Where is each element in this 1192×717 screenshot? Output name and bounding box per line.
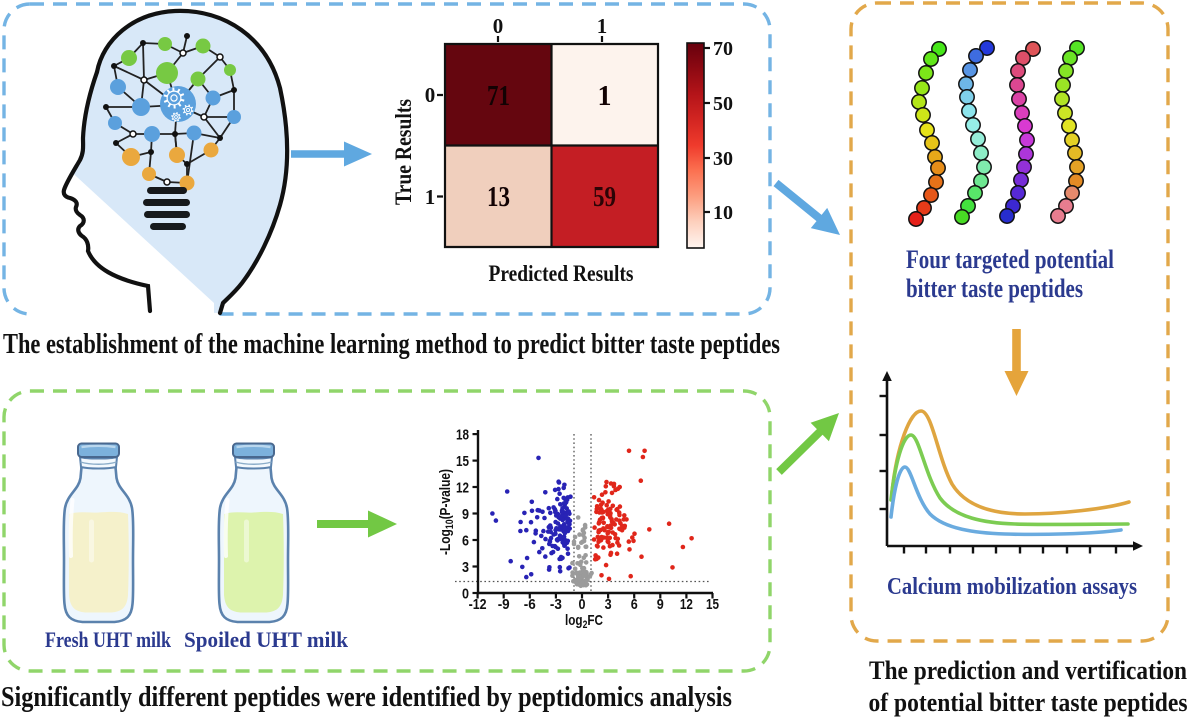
svg-text:15: 15 <box>456 453 469 470</box>
svg-text:12: 12 <box>680 596 693 613</box>
svg-text:The prediction and vertificati: The prediction and vertification <box>869 656 1187 685</box>
svg-text:10: 10 <box>713 202 733 224</box>
svg-text:Four targeted potential: Four targeted potential <box>906 245 1114 274</box>
svg-text:1: 1 <box>598 81 612 112</box>
svg-text:True Results: True Results <box>391 99 416 205</box>
svg-text:15: 15 <box>706 596 719 613</box>
svg-text:9: 9 <box>462 506 469 523</box>
svg-text:log2FC: log2FC <box>565 612 603 631</box>
svg-text:bitter taste peptides: bitter taste peptides <box>906 274 1083 303</box>
svg-text:Calcium mobilization assays: Calcium mobilization assays <box>887 574 1137 600</box>
svg-text:3: 3 <box>605 596 612 613</box>
svg-text:6: 6 <box>631 596 638 613</box>
svg-text:71: 71 <box>487 81 510 112</box>
svg-text:0: 0 <box>425 83 436 107</box>
svg-text:Fresh UHT milk: Fresh UHT milk <box>45 627 172 652</box>
svg-text:Significantly different peptid: Significantly different peptides were id… <box>1 682 732 713</box>
svg-text:0: 0 <box>462 586 469 603</box>
svg-text:Predicted Results: Predicted Results <box>489 261 634 286</box>
svg-text:70: 70 <box>713 38 733 60</box>
svg-text:-3: -3 <box>550 596 562 613</box>
svg-text:12: 12 <box>456 480 469 497</box>
svg-text:-Log10(P-value): -Log10(P-value) <box>437 469 456 555</box>
svg-text:13: 13 <box>487 182 510 213</box>
svg-text:-12: -12 <box>469 596 487 613</box>
svg-text:3: 3 <box>462 559 469 576</box>
svg-text:0: 0 <box>579 596 586 613</box>
svg-text:1: 1 <box>597 14 608 38</box>
svg-text:of potential bitter taste pept: of potential bitter taste peptides <box>869 688 1188 717</box>
svg-text:1: 1 <box>425 185 436 209</box>
svg-text:0: 0 <box>493 14 504 38</box>
svg-text:-9: -9 <box>498 596 510 613</box>
svg-text:9: 9 <box>657 596 664 613</box>
svg-text:The establishment of the machi: The establishment of the machine learnin… <box>3 329 780 360</box>
svg-text:30: 30 <box>713 148 733 170</box>
svg-text:59: 59 <box>593 182 616 213</box>
svg-text:6: 6 <box>462 533 469 550</box>
svg-text:Spoiled UHT milk: Spoiled UHT milk <box>184 627 349 652</box>
svg-text:-6: -6 <box>524 596 536 613</box>
svg-text:50: 50 <box>713 93 733 115</box>
svg-text:18: 18 <box>456 427 469 444</box>
